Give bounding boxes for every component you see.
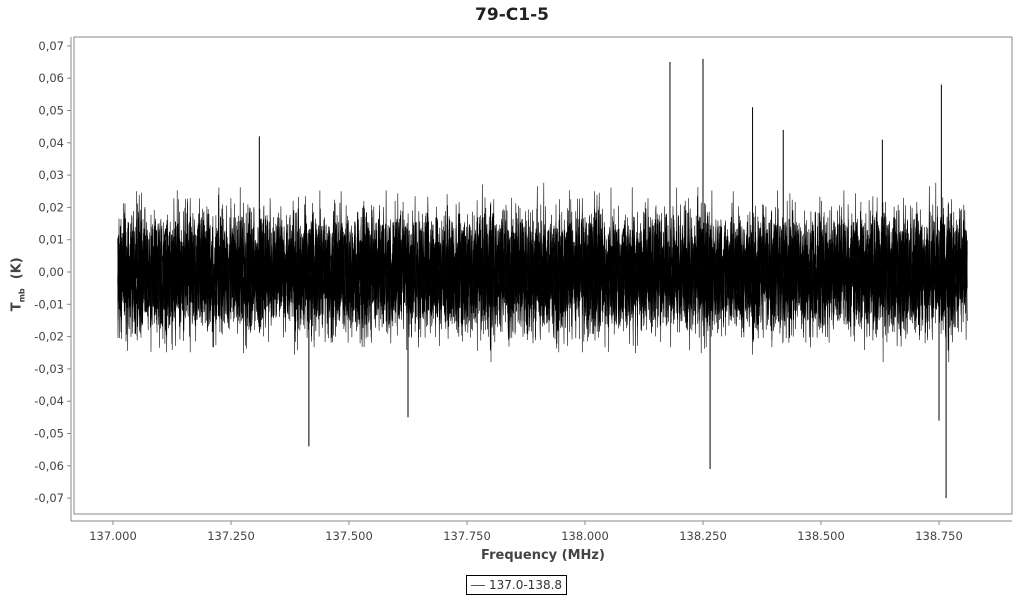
plot-area-border [73,36,1013,515]
y-tick-label: 0,00 [38,265,64,279]
x-tick-label: 137.750 [443,529,491,543]
y-tick-label: -0,07 [34,491,64,505]
y-tick-label: 0,06 [38,71,64,85]
y-tick-label: 0,07 [38,39,64,53]
y-tick-label: 0,04 [38,136,64,150]
y-tick-label: -0,02 [34,330,64,344]
x-tick-label: 138.500 [797,529,845,543]
legend-entry: 137.0-138.8 [489,578,563,592]
x-tick-label: 137.000 [89,529,137,543]
legend: 137.0-138.8 [466,575,568,595]
x-axis-label: Frequency (MHz) [481,548,605,563]
y-tick-label: -0,03 [34,362,64,376]
chart-title: 79-C1-5 [475,5,549,25]
x-tick-label: 138.750 [915,529,963,543]
x-tick-label: 138.000 [561,529,609,543]
x-tick-label: 137.500 [325,529,373,543]
y-tick-label: 0,03 [38,168,64,182]
y-tick-label: -0,06 [34,459,64,473]
y-tick-label: 0,02 [38,200,64,214]
y-tick-label: 0,01 [38,233,64,247]
y-axis-label: Tmb (K) [9,257,27,312]
y-tick-label: 0,05 [38,104,64,118]
y-tick-label: -0,05 [34,427,64,441]
y-tick-label: -0,04 [34,394,64,408]
y-tick-label: -0,01 [34,297,64,311]
legend-swatch [471,584,485,586]
x-tick-label: 137.250 [207,529,255,543]
x-tick-label: 138.250 [679,529,727,543]
series-trace [117,187,968,363]
